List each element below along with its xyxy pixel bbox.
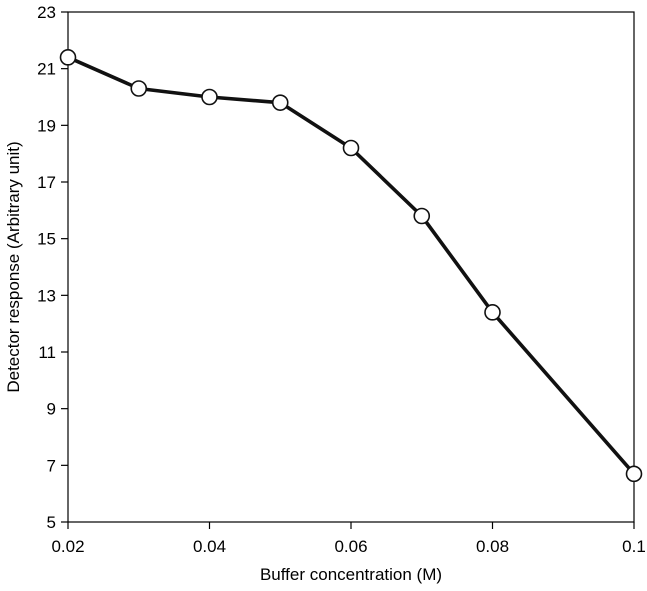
data-point: [130, 80, 148, 97]
y-tick-label: 21: [37, 60, 56, 79]
y-tick-label: 5: [47, 513, 56, 532]
series-layer: [59, 49, 643, 483]
y-tick-label: 9: [47, 400, 56, 419]
data-point: [201, 88, 218, 106]
x-axis-label: Buffer concentration (M): [260, 565, 442, 584]
y-tick-label: 23: [37, 3, 56, 22]
data-point: [342, 139, 360, 157]
y-tick-label: 13: [37, 286, 56, 305]
y-tick-label: 19: [37, 116, 56, 135]
x-tick-label: 0.06: [334, 537, 367, 556]
y-tick-label: 17: [37, 173, 56, 192]
y-tick-label: 11: [38, 343, 56, 362]
x-tick-label: 0.1: [622, 537, 646, 556]
x-tick-label: 0.04: [193, 537, 226, 556]
data-point: [625, 465, 643, 483]
y-tick-label: 15: [37, 230, 56, 249]
y-axis-label: Detector response (Arbitrary unit): [4, 141, 23, 392]
x-axis-ticks: 0.02 0.04 0.06 0.08 0.1: [51, 522, 646, 556]
data-point: [413, 207, 431, 225]
x-tick-label: 0.02: [51, 537, 84, 556]
series-line: [67, 55, 636, 476]
y-axis-ticks: 5 7 9 11 13 15 17 19 21 23: [37, 3, 68, 532]
x-tick-label: 0.08: [476, 537, 509, 556]
y-tick-label: 7: [47, 456, 56, 475]
data-point: [271, 94, 289, 111]
data-point: [484, 304, 501, 321]
data-point: [59, 49, 77, 66]
